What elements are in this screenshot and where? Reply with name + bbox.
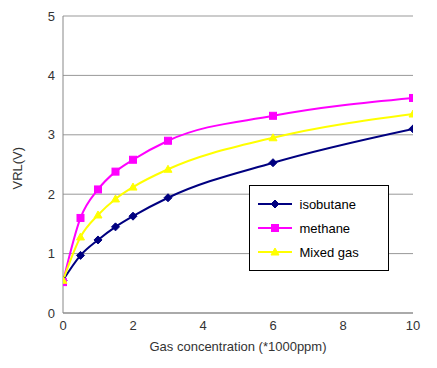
html-text:Mixed gas: Mixed gas [299, 244, 359, 260]
svg-text:10: 10 [406, 318, 420, 333]
svg-text:VRL(V): VRL(V) [10, 147, 25, 190]
svg-text:0: 0 [48, 306, 55, 321]
html-text:methane: methane [299, 220, 351, 236]
svg-text:1: 1 [48, 246, 55, 261]
svg-text:2: 2 [48, 187, 55, 202]
svg-text:4: 4 [199, 318, 206, 333]
svg-text:8: 8 [339, 318, 346, 333]
html-text:isobutane: isobutane [299, 196, 356, 212]
svg-text:0: 0 [59, 318, 66, 333]
svg-text:3: 3 [48, 127, 55, 142]
svg-text:6: 6 [269, 318, 276, 333]
svg-text:5: 5 [48, 9, 55, 24]
svg-text:2: 2 [129, 318, 136, 333]
svg-text:Gas concentration (*1000ppm): Gas concentration (*1000ppm) [149, 339, 326, 354]
svg-text:4: 4 [48, 68, 55, 83]
